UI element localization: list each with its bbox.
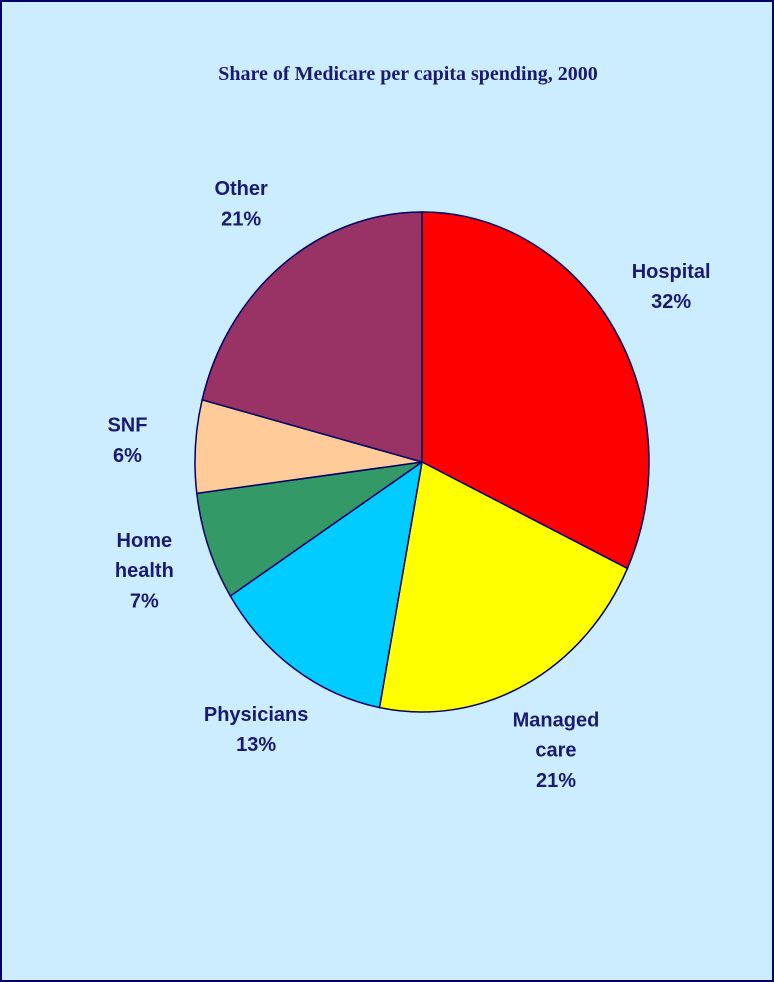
slice-value-label: 6% — [113, 445, 142, 467]
slice-category-label: Other — [214, 178, 268, 200]
slice-category-label: Home health — [115, 530, 174, 582]
slice-value-label: 21% — [536, 770, 576, 792]
slice-category-label: SNF — [107, 415, 147, 437]
pie-slice — [421, 211, 650, 570]
slice-category-label: Physicians — [204, 704, 309, 726]
pie-slice — [378, 460, 629, 713]
pie-slice — [229, 460, 424, 709]
pie-slice — [195, 461, 423, 598]
slice-value-label: 13% — [236, 734, 276, 756]
slice-value-label: 7% — [130, 590, 159, 612]
chart-title: Share of Medicare per capita spending, 2… — [218, 63, 597, 85]
slice-value-label: 21% — [221, 208, 261, 230]
slice-value-label: 32% — [651, 291, 691, 313]
slice-category-label: Hospital — [632, 261, 711, 283]
slice-category-label: Managed care — [513, 710, 600, 762]
pie-slice — [201, 211, 423, 463]
